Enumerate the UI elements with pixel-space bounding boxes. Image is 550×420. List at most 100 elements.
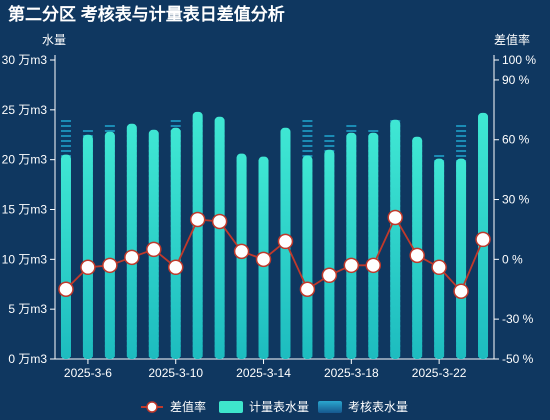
meter-bar[interactable] [434, 158, 445, 359]
legend-swatch-marker [146, 401, 158, 413]
meter-bar[interactable] [214, 116, 225, 359]
rate-point[interactable] [58, 281, 74, 297]
rate-line [58, 209, 491, 299]
rate-point[interactable] [146, 241, 162, 258]
rate-point[interactable] [365, 257, 382, 274]
legend-swatch-check [318, 401, 342, 413]
y-left-tick-label: 25 万m3 [2, 103, 48, 117]
check-bar-segment [456, 130, 467, 132]
y-left-axis-name: 水量 [42, 33, 66, 47]
check-bar-segment [60, 140, 71, 142]
y-left-tick-label: 15 万m3 [2, 203, 48, 217]
check-bar-segment [456, 155, 467, 157]
check-bar-segment [60, 130, 71, 132]
y-right-tick-label: -30 % [502, 312, 534, 326]
y-left-tick-label: 10 万m3 [2, 252, 48, 266]
check-bar-segment [456, 135, 467, 137]
check-bar-segment [324, 140, 335, 142]
rate-point[interactable] [189, 211, 206, 228]
check-bar-segment [324, 135, 335, 137]
meter-bar[interactable] [126, 123, 137, 359]
rate-point[interactable] [409, 247, 425, 264]
legend-label-rate: 差值率 [170, 399, 206, 414]
legend-swatch-meter [219, 401, 243, 413]
rate-point[interactable] [124, 249, 140, 266]
legend-item-meter[interactable]: 计量表水量 [219, 400, 309, 414]
y-right-axis-name: 差值率 [494, 32, 530, 47]
check-bar-segment [170, 120, 181, 122]
meter-bar[interactable] [390, 119, 401, 359]
meter-bars [60, 111, 489, 360]
check-bar-segment [302, 125, 313, 127]
y-right-tick-label: 100 % [502, 53, 536, 67]
y-left-tick-label: 5 万m3 [8, 302, 47, 316]
y-left-tick-label: 0 万m3 [8, 352, 47, 366]
rate-point[interactable] [80, 259, 96, 276]
meter-bar[interactable] [456, 158, 467, 359]
check-bar-segment [60, 145, 71, 147]
rate-point[interactable] [321, 267, 338, 284]
check-bar-segment [82, 130, 93, 132]
legend[interactable]: 差值率 计量表水量 考核表水量 [141, 399, 408, 414]
y-right-tick-label: 30 % [502, 193, 530, 207]
check-bar-segment [170, 125, 181, 127]
meter-bar[interactable] [302, 155, 313, 359]
check-bar-segment [104, 125, 115, 127]
rate-point[interactable] [167, 259, 184, 276]
check-bar-segment [456, 140, 467, 142]
check-bar-segment [60, 120, 71, 122]
y-right-tick-label: -50 % [502, 352, 534, 366]
rate-point[interactable] [233, 243, 250, 260]
check-bar-segment [324, 145, 335, 147]
x-tick-label: 2025-3-18 [324, 366, 379, 380]
x-tick-label: 2025-3-22 [412, 366, 467, 380]
rate-point[interactable] [431, 259, 447, 276]
legend-label-check: 考核表水量 [348, 400, 408, 414]
meter-bar[interactable] [324, 149, 335, 359]
x-tick-label: 2025-3-6 [64, 366, 112, 380]
check-bar-segment [346, 125, 357, 127]
y-left-tick-label: 30 万m3 [2, 53, 48, 67]
meter-bar[interactable] [104, 131, 115, 359]
check-bar-segment [60, 135, 71, 137]
meter-bar[interactable] [192, 111, 203, 360]
check-bar-segment [456, 125, 467, 127]
rate-point[interactable] [299, 281, 316, 297]
chart-title: 第二分区 考核表与计量表日差值分析 [8, 4, 285, 24]
check-bar-segment [302, 150, 313, 152]
check-bar-segment [346, 130, 357, 132]
legend-item-check[interactable]: 考核表水量 [318, 400, 408, 414]
rate-point[interactable] [255, 251, 272, 268]
rate-point[interactable] [211, 213, 228, 230]
rate-point[interactable] [475, 231, 491, 248]
legend-item-rate[interactable]: 差值率 [141, 399, 206, 414]
y-right-tick-label: 0 % [502, 252, 523, 266]
x-tick-label: 2025-3-10 [148, 366, 203, 380]
rate-point[interactable] [387, 209, 403, 226]
check-bar-segment [302, 130, 313, 132]
check-bar-segment [456, 145, 467, 147]
rate-point[interactable] [343, 257, 360, 274]
legend-label-meter: 计量表水量 [249, 400, 309, 414]
meter-bar[interactable] [346, 132, 357, 359]
meter-bar[interactable] [170, 127, 181, 359]
check-bar-segment [302, 120, 313, 122]
rate-point[interactable] [102, 257, 118, 274]
rate-point[interactable] [277, 233, 294, 250]
meter-bar[interactable] [60, 154, 71, 359]
meter-bar[interactable] [368, 132, 379, 359]
rate-point[interactable] [453, 283, 469, 299]
check-bar-segment [434, 155, 445, 157]
check-bar-segment [104, 130, 115, 132]
check-bar-segment [60, 150, 71, 152]
check-meter-bars [60, 120, 489, 357]
axes: 0 万m3 5 万m3 10 万m3 15 万m3 20 万m3 25 万m3 30 万m3… [2, 53, 537, 380]
check-bar-segment [302, 145, 313, 147]
meter-bar[interactable] [82, 134, 93, 359]
check-bar-segment [368, 130, 379, 132]
check-bar-segment [302, 135, 313, 137]
y-left-tick-label: 20 万m3 [2, 153, 48, 167]
y-right-tick-label: 90 % [502, 73, 530, 87]
